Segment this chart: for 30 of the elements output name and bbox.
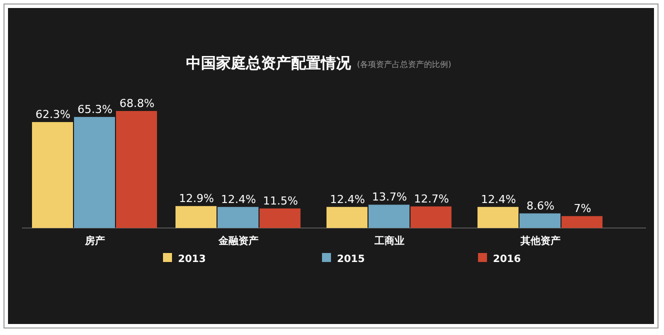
bar <box>218 206 258 228</box>
bar <box>478 206 518 228</box>
legend-label: 2016 <box>493 254 521 265</box>
data-label: 65.3% <box>78 102 112 116</box>
x-tick-label: 其他资产 <box>520 235 560 247</box>
data-label: 12.4% <box>221 192 256 206</box>
legend-label: 2013 <box>178 254 206 265</box>
bar <box>326 206 368 228</box>
data-label: 7% <box>574 202 592 216</box>
x-tick-label: 工商业 <box>374 235 404 247</box>
data-label: 12.4% <box>330 192 365 206</box>
bar <box>260 208 300 228</box>
bar <box>368 204 410 228</box>
data-label: 11.5% <box>263 194 298 208</box>
data-label: 13.7% <box>372 190 407 204</box>
data-label: 68.8% <box>120 97 154 110</box>
x-tick-label: 房产 <box>84 235 105 247</box>
x-tick-label: 金融资产 <box>218 235 258 247</box>
data-label: 12.7% <box>414 192 449 206</box>
data-label: 12.9% <box>179 192 214 206</box>
data-label: 8.6% <box>526 199 554 212</box>
chart-subtitle: (各项资产占总资产的比例) <box>357 60 452 69</box>
bar <box>176 206 216 228</box>
bar <box>562 216 602 228</box>
chart-title: 中国家庭总资产配置情况 <box>186 54 352 72</box>
data-label: 12.4% <box>481 192 516 206</box>
data-label: 62.3% <box>36 108 70 122</box>
bar <box>410 206 452 228</box>
bar <box>520 213 560 228</box>
legend-label: 2015 <box>337 254 365 265</box>
